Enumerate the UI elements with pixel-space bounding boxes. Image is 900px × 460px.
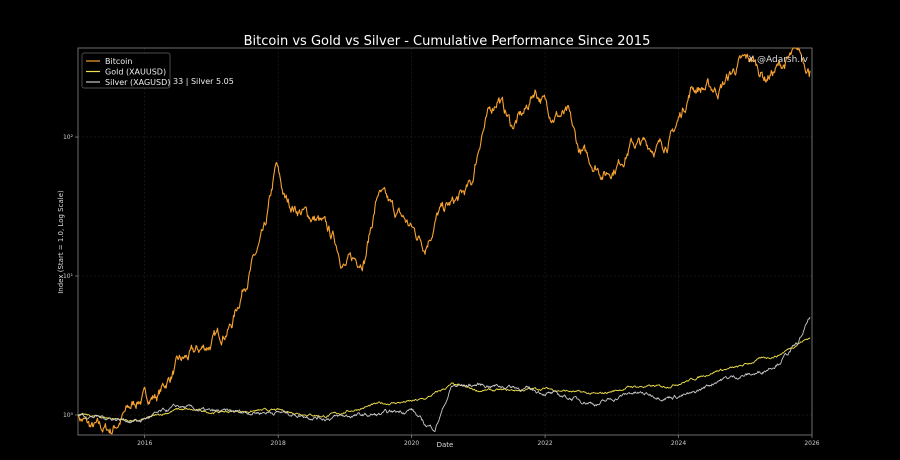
y-axis-label: Index (Start = 1.0, Log Scale) — [57, 190, 65, 294]
legend: Bitcoin Gold (XAUUSD)Silver (XAGUSD) — [81, 52, 171, 89]
legend-overlap-text: 33 | Silver 5.05 — [173, 77, 234, 86]
x-tick-label: 2022 — [537, 440, 552, 447]
x-tick-label: 2020 — [404, 440, 419, 447]
grid — [78, 48, 813, 435]
x-tick-label: 2018 — [271, 440, 286, 447]
x-tick-label: 2024 — [671, 440, 686, 447]
plot-frame — [77, 47, 813, 436]
y-tick-label: 10⁰ — [63, 412, 74, 419]
legend-label: Bitcoin — [105, 57, 132, 66]
series-line-silver — [78, 317, 811, 432]
x-tick-label: 2016 — [137, 440, 152, 447]
legend-label: Gold (XAUUSD) — [105, 68, 166, 77]
series-line-bitcoin — [77, 47, 811, 435]
x-axis-label: Date — [437, 441, 454, 449]
series-lines — [77, 47, 811, 435]
y-tick-label: 10¹ — [63, 273, 74, 280]
watermark-annotation: X @Adarsh.lv — [748, 55, 809, 65]
y-tick-label: 10² — [63, 134, 74, 141]
series-line-gold — [77, 337, 811, 422]
legend-label: Silver (XAGUSD) — [105, 78, 170, 87]
x-tick-label: 2026 — [804, 440, 819, 447]
legend-box — [81, 52, 171, 89]
ticks: 2016 2018 2020 2022 2024 2026 10⁰ 10¹ 10² — [63, 134, 820, 447]
chart-title: Bitcoin vs Gold vs Silver - Cumulative P… — [244, 34, 651, 49]
